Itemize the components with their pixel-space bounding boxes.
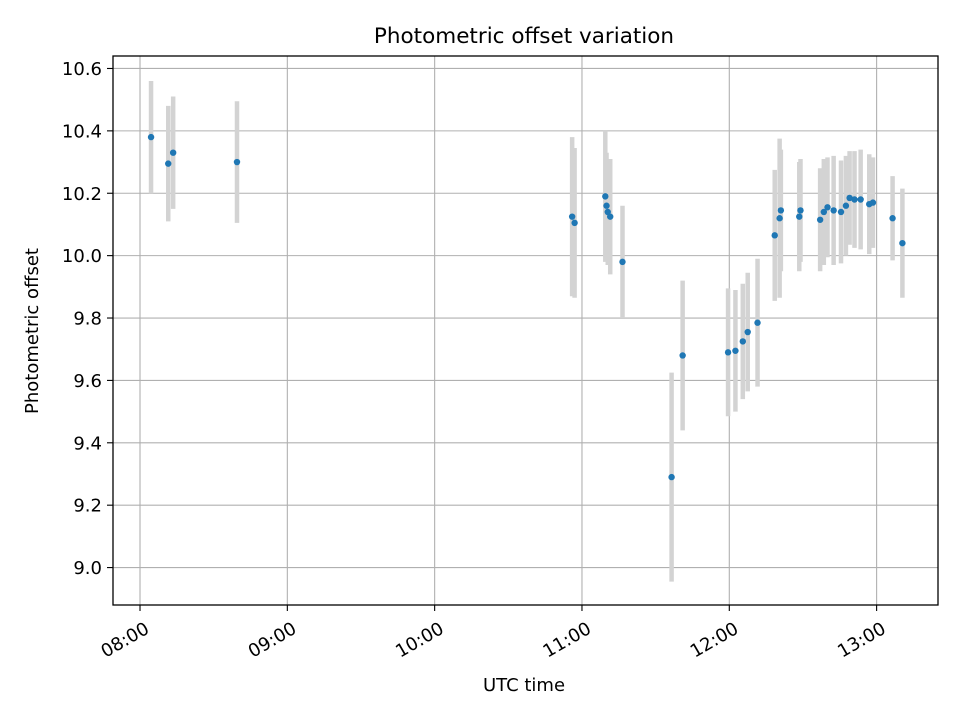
data-point xyxy=(899,239,906,247)
data-point xyxy=(744,328,751,336)
plot-frame xyxy=(112,55,939,606)
data-point xyxy=(619,258,626,266)
data-point xyxy=(851,196,858,203)
data-point xyxy=(824,204,831,211)
data-point xyxy=(820,208,828,216)
data-point xyxy=(233,158,241,166)
data-point xyxy=(816,216,824,223)
data-point xyxy=(724,349,732,356)
data-point xyxy=(679,352,686,359)
data-point xyxy=(603,202,610,209)
data-point xyxy=(754,319,761,326)
data-point xyxy=(607,213,614,220)
data-point xyxy=(602,193,609,200)
x-axis-title: UTC time xyxy=(483,675,565,696)
data-point xyxy=(169,149,177,156)
y-tick-label: 10.0 xyxy=(62,246,102,267)
data-point xyxy=(777,207,785,214)
data-point xyxy=(830,207,837,214)
y-axis-title: Photometric offset xyxy=(22,248,43,414)
data-point xyxy=(571,219,578,227)
data-point xyxy=(668,473,675,481)
data-point xyxy=(842,202,850,209)
data-point xyxy=(837,208,845,216)
data-point xyxy=(797,207,804,214)
y-tick-label: 9.0 xyxy=(73,558,102,579)
y-tick-label: 9.2 xyxy=(73,496,102,517)
data-point xyxy=(846,194,853,202)
data-point xyxy=(869,199,877,206)
data-point xyxy=(857,196,864,203)
y-tick-label: 9.6 xyxy=(73,371,102,392)
data-point xyxy=(568,213,576,220)
y-tick-label: 10.2 xyxy=(62,184,102,205)
data-point xyxy=(732,347,739,354)
data-point xyxy=(165,160,172,167)
y-tick-label: 10.4 xyxy=(62,121,102,142)
chart-title: Photometric offset variation xyxy=(374,24,674,49)
y-tick-label: 10.6 xyxy=(62,59,102,80)
data-point xyxy=(776,215,783,222)
y-tick-label: 9.8 xyxy=(73,309,102,330)
data-point xyxy=(147,133,155,141)
data-point xyxy=(796,213,803,220)
data-point xyxy=(889,215,896,222)
data-point xyxy=(739,338,746,345)
data-point xyxy=(771,232,778,239)
y-tick-label: 9.4 xyxy=(73,433,102,454)
point-layer xyxy=(147,133,906,481)
